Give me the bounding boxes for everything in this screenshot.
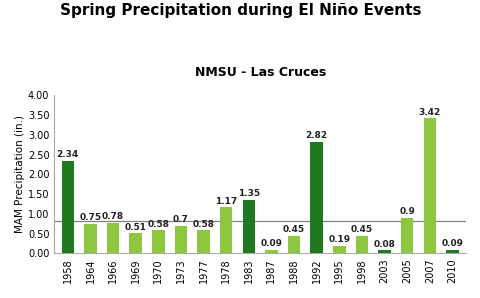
Text: 0.19: 0.19 — [327, 235, 349, 244]
Bar — [84, 224, 96, 253]
Text: 1.17: 1.17 — [215, 197, 237, 206]
Bar — [107, 223, 119, 253]
Text: 3.42: 3.42 — [418, 108, 440, 117]
Bar — [332, 246, 345, 253]
Text: 2.82: 2.82 — [305, 131, 327, 140]
Bar — [174, 226, 187, 253]
Text: 0.09: 0.09 — [260, 239, 282, 248]
Text: 0.58: 0.58 — [192, 220, 214, 229]
Text: 1.35: 1.35 — [237, 190, 259, 198]
Bar — [445, 250, 458, 253]
Bar — [355, 236, 367, 253]
Text: 0.51: 0.51 — [124, 223, 146, 232]
Bar — [287, 236, 300, 253]
Bar — [61, 161, 74, 253]
Text: 0.78: 0.78 — [102, 212, 124, 221]
Bar — [242, 200, 254, 253]
Text: 0.75: 0.75 — [79, 213, 101, 222]
Text: Spring Precipitation during El Niño Events: Spring Precipitation during El Niño Even… — [60, 3, 420, 18]
Bar — [129, 233, 142, 253]
Bar — [219, 207, 232, 253]
Bar — [264, 250, 277, 253]
Bar — [197, 230, 209, 253]
Bar — [310, 142, 322, 253]
Text: 0.45: 0.45 — [350, 225, 372, 234]
Y-axis label: MAM Precipitation (in.): MAM Precipitation (in.) — [15, 115, 25, 233]
Text: 2.34: 2.34 — [57, 150, 79, 159]
Text: 0.45: 0.45 — [282, 225, 304, 234]
Text: 0.7: 0.7 — [173, 215, 189, 224]
Text: 0.58: 0.58 — [147, 220, 169, 229]
Text: 0.08: 0.08 — [373, 240, 395, 249]
Bar — [152, 230, 164, 253]
Bar — [378, 250, 390, 253]
Bar — [423, 118, 435, 253]
Title: NMSU - Las Cruces: NMSU - Las Cruces — [194, 66, 325, 79]
Text: 0.9: 0.9 — [398, 207, 414, 216]
Bar — [400, 218, 412, 253]
Text: 0.09: 0.09 — [441, 239, 462, 248]
